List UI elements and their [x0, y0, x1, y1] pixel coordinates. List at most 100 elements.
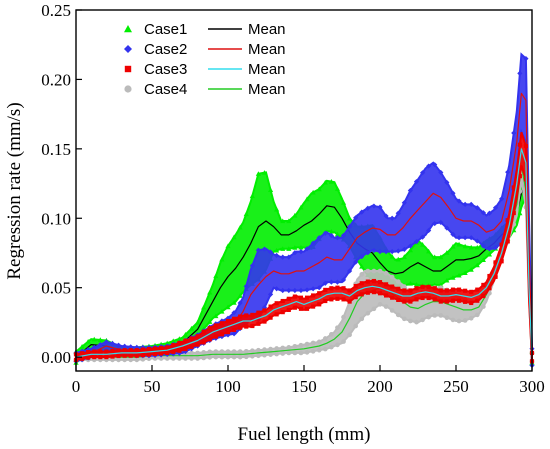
- marker-case3: [359, 281, 364, 286]
- marker-case3: [505, 218, 510, 223]
- marker-case1: [170, 338, 176, 344]
- y-tick-label: 0.15: [41, 140, 71, 159]
- marker-case3: [329, 297, 334, 302]
- marker-case4: [286, 350, 292, 356]
- marker-case1: [280, 246, 286, 251]
- marker-case3: [165, 350, 170, 356]
- marker-case4: [268, 346, 273, 352]
- marker-case4: [365, 268, 371, 274]
- marker-case3: [341, 297, 346, 302]
- marker-case3: [274, 301, 279, 306]
- marker-case1: [432, 254, 438, 260]
- series-case3: [73, 131, 535, 364]
- marker-case2: [468, 201, 474, 207]
- marker-case2: [109, 340, 116, 347]
- marker-case3: [481, 293, 486, 299]
- marker-case1: [328, 228, 334, 234]
- marker-case1: [474, 262, 480, 268]
- marker-case3: [304, 295, 310, 300]
- legend: Case1 Mean Case2 Mean Case3 Mean Case4 Mean: [124, 21, 286, 98]
- marker-case3: [213, 334, 218, 339]
- marker-case1: [182, 332, 189, 337]
- marker-case1: [97, 337, 103, 342]
- marker-case3: [201, 340, 206, 345]
- marker-case4: [249, 348, 255, 354]
- marker-case2: [371, 203, 377, 209]
- marker-case2: [456, 198, 462, 204]
- marker-case3: [481, 282, 486, 287]
- marker-case3: [511, 185, 516, 190]
- marker-case3: [487, 286, 492, 291]
- marker-case4: [304, 341, 310, 347]
- marker-case2: [347, 224, 353, 230]
- marker-case4: [359, 272, 365, 277]
- marker-case2: [523, 55, 529, 62]
- marker-case4: [280, 351, 286, 356]
- marker-case3: [183, 346, 188, 352]
- marker-case2: [401, 246, 407, 252]
- marker-case3: [86, 350, 91, 355]
- marker-case4: [316, 339, 322, 345]
- marker-case1: [450, 275, 456, 280]
- marker-case3: [456, 287, 462, 292]
- marker-case1: [304, 196, 310, 202]
- marker-case4: [365, 310, 371, 316]
- marker-case3: [396, 297, 401, 302]
- marker-case1: [413, 282, 420, 287]
- marker-case2: [274, 286, 280, 292]
- marker-case2: [310, 286, 316, 292]
- marker-case1: [298, 204, 304, 210]
- marker-case1: [310, 189, 316, 195]
- marker-case3: [523, 143, 528, 149]
- marker-case3: [268, 304, 273, 309]
- marker-case3: [323, 298, 328, 304]
- marker-case2: [286, 287, 292, 294]
- marker-case1: [474, 244, 480, 250]
- marker-case4: [213, 354, 219, 360]
- marker-case2: [255, 247, 261, 253]
- marker-case3: [420, 284, 425, 289]
- marker-case3: [244, 313, 249, 318]
- marker-case3: [298, 306, 304, 311]
- marker-case1: [419, 242, 426, 247]
- marker-case3: [195, 342, 200, 347]
- marker-case1: [340, 200, 347, 205]
- marker-case3: [311, 293, 316, 298]
- marker-case4: [292, 343, 298, 349]
- marker-case3: [146, 346, 152, 352]
- marker-case4: [426, 314, 431, 320]
- marker-case3: [292, 294, 297, 299]
- marker-case3: [207, 337, 212, 342]
- marker-case1: [486, 251, 493, 257]
- marker-case2: [280, 287, 286, 294]
- marker-case4: [201, 355, 207, 361]
- x-tick-label: 100: [215, 377, 241, 396]
- marker-case4: [207, 349, 213, 355]
- marker-case3: [128, 353, 133, 358]
- marker-case4: [231, 349, 237, 354]
- marker-case2: [492, 205, 499, 211]
- marker-case3: [347, 299, 352, 304]
- marker-case1: [231, 234, 237, 240]
- y-tick-label: 0.25: [41, 1, 71, 20]
- marker-case3: [219, 332, 224, 337]
- marker-case2: [274, 252, 280, 259]
- marker-case4: [474, 312, 480, 318]
- marker-case3: [80, 356, 85, 361]
- marker-case4: [359, 316, 365, 322]
- marker-case4: [152, 356, 158, 361]
- marker-case4: [213, 349, 219, 354]
- marker-case4: [116, 357, 121, 363]
- marker-case3: [335, 296, 340, 301]
- marker-case3: [110, 348, 115, 354]
- marker-case3: [274, 312, 279, 317]
- marker-case3: [159, 351, 164, 356]
- marker-case1: [85, 338, 91, 344]
- legend-mean-label: Mean: [248, 61, 286, 78]
- marker-case4: [420, 317, 425, 323]
- marker-case2: [280, 254, 286, 260]
- marker-case2: [395, 248, 401, 254]
- marker-case3: [359, 292, 364, 297]
- marker-case2: [267, 291, 274, 297]
